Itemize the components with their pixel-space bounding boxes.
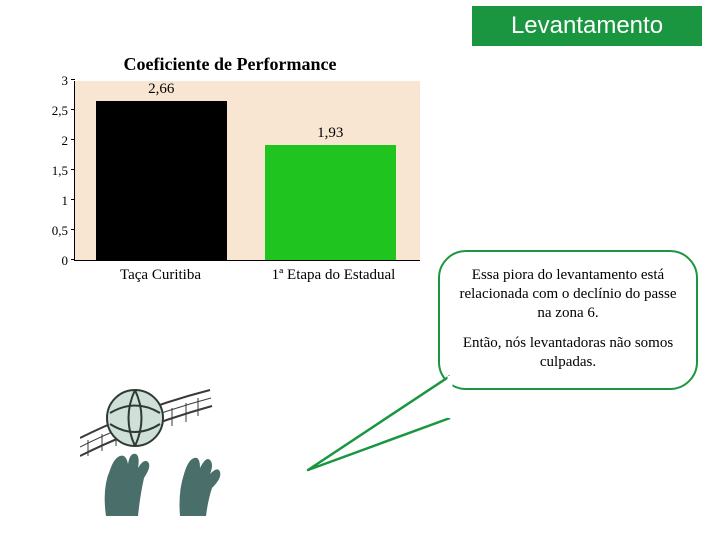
ytick-mark [71,79,75,80]
bar-value-label: 1,93 [265,125,396,142]
ytick-mark [71,169,75,170]
xaxis-category: Taça Curitiba [74,267,247,284]
chart-bar: 2,66 [96,101,227,260]
ytick-label: 2,5 [52,103,68,119]
ytick-mark [71,199,75,200]
volleyball-set-icon [80,378,270,518]
ytick-mark [71,139,75,140]
speech-bubble: Essa piora do levantamento está relacion… [438,250,698,390]
ytick-label: 0,5 [52,223,68,239]
chart-plot-area: 2,66 1,93 [74,81,420,261]
bar-value-label: 2,66 [96,81,227,98]
bubble-paragraph-1: Essa piora do levantamento está relacion… [456,266,680,322]
ytick-mark [71,259,75,260]
bubble-paragraph-2: Então, nós levantadoras não somos culpad… [456,334,680,372]
xaxis-category: 1ª Etapa do Estadual [247,267,420,284]
ytick-mark [71,109,75,110]
chart-bar: 1,93 [265,145,396,260]
ytick-label: 1,5 [52,163,68,179]
chart-plot: 00,511,522,53 2,661,93 [40,81,420,261]
chart-yaxis: 00,511,522,53 [40,81,74,261]
speech-bubble-tail [300,370,460,480]
header-title: Levantamento [511,12,663,40]
ytick-label: 3 [62,73,69,89]
ytick-label: 2 [62,133,69,149]
chart-xaxis: Taça Curitiba1ª Etapa do Estadual [74,261,420,289]
ytick-mark [71,229,75,230]
performance-chart: Coeficiente de Performance 0 0,5 1 1,5 2 2,5 3… [40,54,420,289]
chart-title: Coeficiente de Performance [40,54,420,75]
ytick-label: 0 [62,253,69,269]
ytick-label: 1 [62,193,69,209]
header-box: Levantamento [472,6,702,46]
